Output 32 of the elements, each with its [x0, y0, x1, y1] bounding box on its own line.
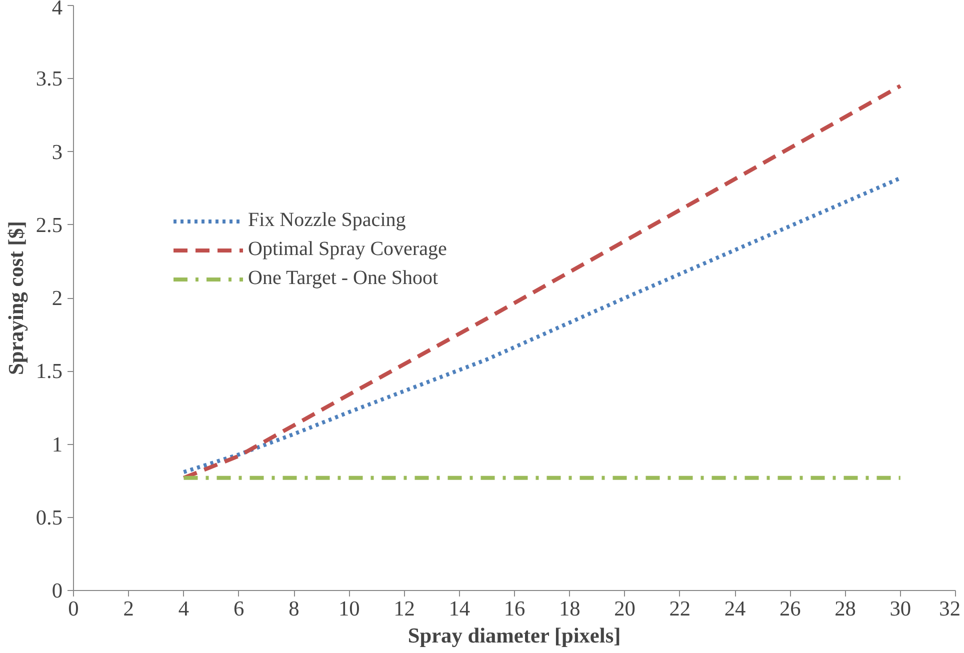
y-tick-label: 2.5: [36, 212, 63, 237]
x-tick-label: 6: [234, 596, 245, 620]
legend-label: Fix Nozzle Spacing: [248, 209, 406, 232]
y-tick-label: 2: [52, 286, 63, 310]
legend-label: Optimal Spray Coverage: [248, 238, 447, 261]
line-series: [182, 84, 902, 480]
x-tick-label: 0: [68, 596, 79, 620]
x-tick-label: 30: [890, 596, 912, 620]
x-tick-label: 14: [448, 596, 470, 620]
y-tick-label: 1.5: [36, 359, 63, 384]
x-tick-label: 12: [394, 596, 415, 620]
x-tick-label: 8: [288, 596, 300, 620]
y-axis-title: Spraying cost [$]: [4, 220, 28, 376]
y-tick-label: 3.5: [36, 66, 63, 91]
x-tick-label: 16: [504, 596, 526, 620]
y-tick-label: 0: [52, 578, 63, 602]
x-tick-label: 22: [669, 596, 691, 620]
x-axis-title: Spray diameter [pixels]: [408, 624, 621, 648]
x-tick-label: 10: [338, 596, 360, 620]
x-tick-label: 20: [614, 596, 636, 620]
x-tick-label: 28: [834, 596, 856, 620]
x-tick-label: 26: [779, 596, 802, 620]
x-tick-label: 4: [178, 596, 190, 620]
legend-label: One Target - One Shoot: [248, 267, 438, 290]
x-tick-label: 2: [123, 596, 134, 620]
y-tick-label: 3: [52, 140, 63, 164]
x-tick-label: 32: [939, 596, 960, 620]
y-tick-label: 4: [52, 0, 63, 20]
y-tick-label: 0.5: [36, 505, 63, 530]
y-tick-label: 1: [52, 432, 63, 456]
x-tick-label: 18: [558, 596, 580, 620]
x-tick-label: 24: [724, 596, 746, 620]
